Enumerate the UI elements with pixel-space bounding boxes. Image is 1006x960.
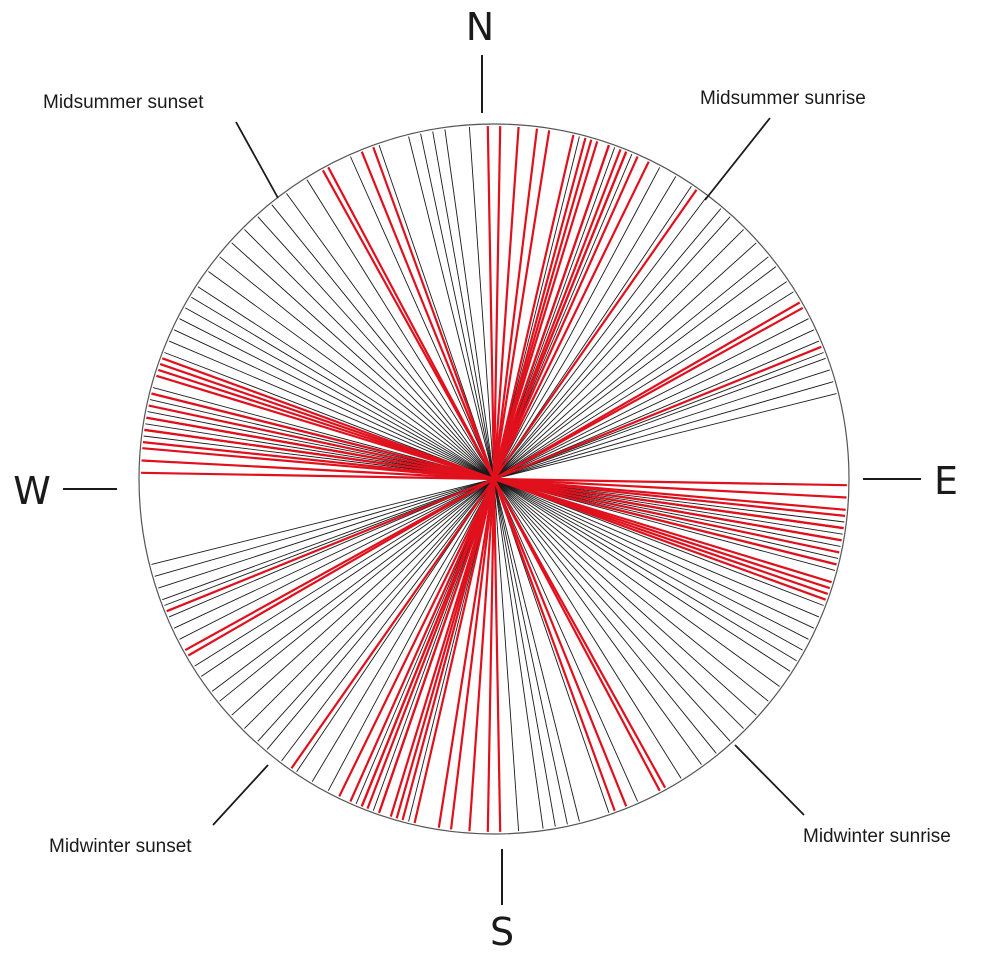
- midwinter-sunrise-label: Midwinter sunrise: [803, 826, 951, 847]
- orientation-rays: [141, 126, 847, 832]
- midsummer-sunset-label: Midsummer sunset: [43, 92, 204, 113]
- south-label: S: [490, 910, 514, 954]
- midwinter-sunset-label: Midwinter sunset: [49, 836, 192, 857]
- north-label: N: [466, 5, 494, 49]
- highlighted-orientation-line: [372, 146, 616, 812]
- midsummer-sunset-leader: [235, 121, 279, 199]
- midsummer-sunrise-label: Midsummer sunrise: [700, 88, 866, 109]
- east-label: E: [934, 459, 958, 503]
- midwinter-sunrise-leader: [734, 744, 805, 816]
- midwinter-sunset-leader: [212, 764, 269, 826]
- west-label: W: [13, 469, 51, 513]
- compass-circle: [138, 123, 850, 835]
- midsummer-sunrise-leader: [704, 117, 771, 201]
